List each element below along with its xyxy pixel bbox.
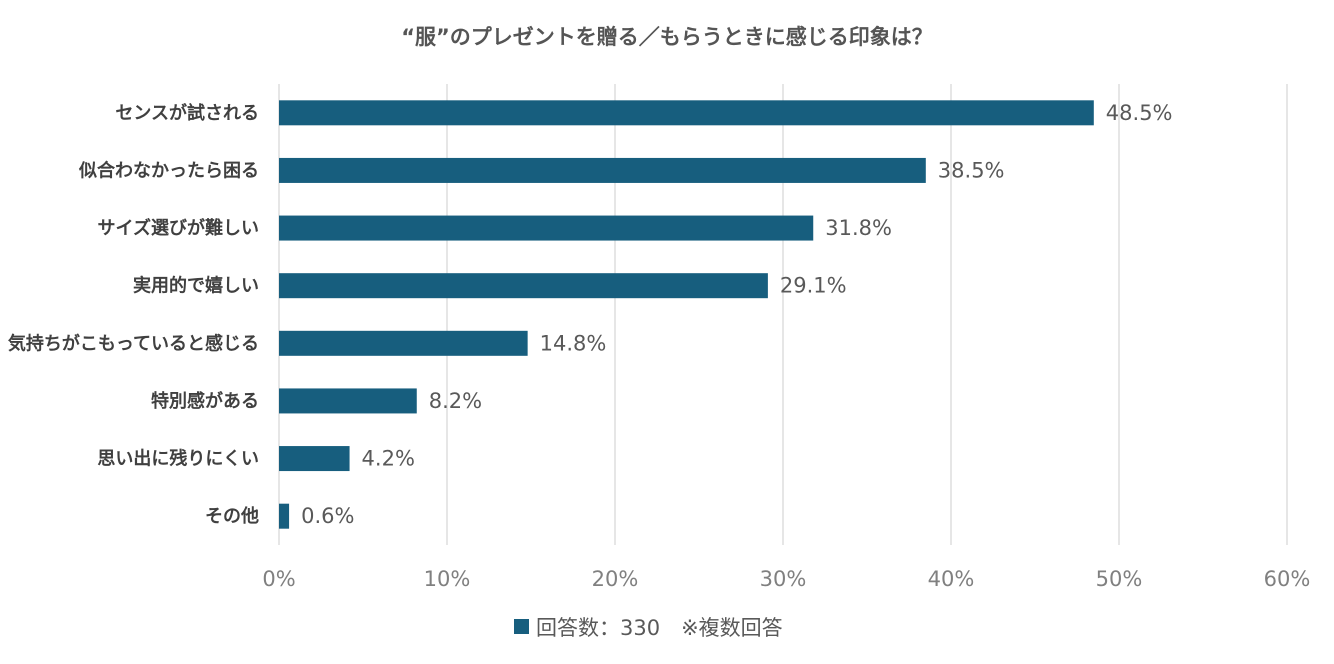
- category-labels: センスが試される似合わなかったら困るサイズ選びが難しい実用的で嬉しい気持ちがこも…: [8, 102, 259, 527]
- data-label: 8.2%: [429, 389, 482, 413]
- x-tick-label: 50%: [1096, 567, 1143, 591]
- data-label: 38.5%: [938, 158, 1005, 182]
- bar: [279, 215, 814, 241]
- bar: [279, 330, 528, 356]
- category-label: センスが試される: [115, 102, 259, 124]
- data-label: 4.2%: [362, 447, 415, 471]
- legend-swatch: [514, 619, 529, 634]
- data-label: 0.6%: [301, 504, 354, 528]
- x-tick-label: 40%: [928, 567, 975, 591]
- x-tick-label: 10%: [424, 567, 471, 591]
- category-label: 特別感がある: [151, 390, 259, 412]
- x-tick-label: 20%: [592, 567, 639, 591]
- legend-label: 回答数：330 ※複数回答: [536, 616, 783, 640]
- category-label: その他: [205, 505, 259, 527]
- bar: [279, 503, 290, 529]
- x-tick-label: 30%: [760, 567, 807, 591]
- bars: 48.5% 38.5% 31.8% 29.1% 14.8% 8.2% 4.2% 0.6%: [279, 100, 1173, 529]
- bar: [279, 446, 350, 472]
- category-label: 思い出に残りにくい: [97, 448, 259, 470]
- bar: [279, 273, 768, 299]
- data-label: 29.1%: [780, 274, 847, 298]
- category-label: サイズ選びが難しい: [98, 217, 259, 239]
- bar: [279, 157, 926, 183]
- data-label: 31.8%: [825, 216, 892, 240]
- gridlines: [278, 84, 1288, 545]
- legend: 回答数：330 ※複数回答: [514, 616, 783, 640]
- x-tick-label: 60%: [1264, 567, 1311, 591]
- data-label: 14.8%: [540, 331, 607, 355]
- category-label: 実用的で嬉しい: [133, 275, 259, 297]
- x-axis-ticks: 0% 10% 20% 30% 40% 50% 60%: [262, 567, 1310, 591]
- category-label: 似合わなかったら困る: [78, 159, 259, 181]
- chart-title: “服”のプレゼントを贈る／もらうときに感じる印象は？: [401, 25, 933, 49]
- bar: [279, 100, 1094, 126]
- data-label: 48.5%: [1106, 101, 1173, 125]
- category-label: 気持ちがこもっていると感じる: [8, 332, 259, 354]
- x-tick-label: 0%: [262, 567, 295, 591]
- bar: [279, 388, 417, 414]
